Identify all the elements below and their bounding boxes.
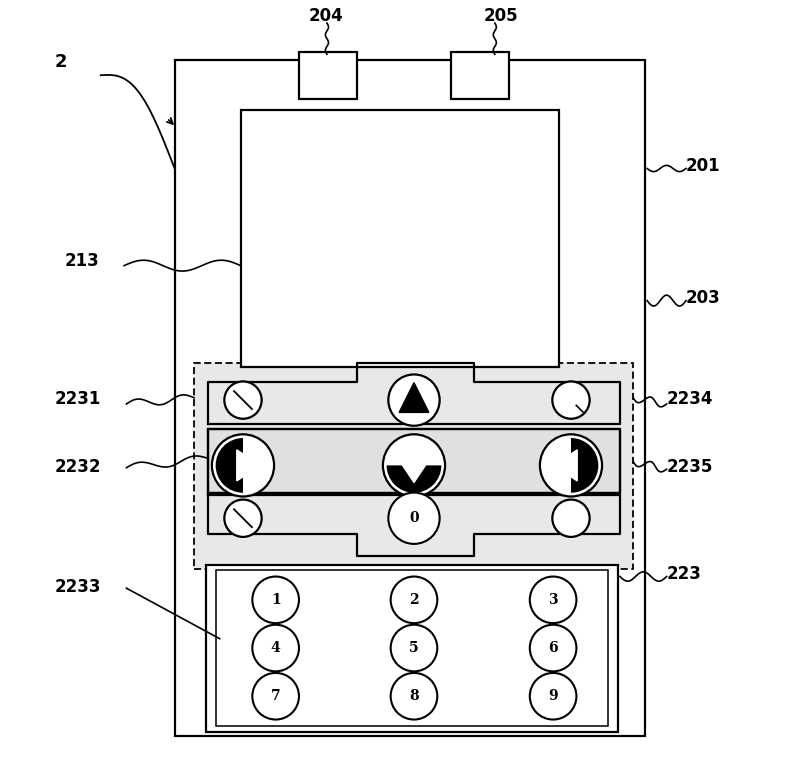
Bar bbox=[208, 429, 620, 494]
Circle shape bbox=[224, 381, 262, 419]
Circle shape bbox=[252, 576, 299, 623]
Text: 2232: 2232 bbox=[54, 458, 101, 476]
Bar bbox=[208, 429, 620, 494]
Text: 0: 0 bbox=[409, 511, 419, 525]
Text: 2: 2 bbox=[54, 54, 66, 72]
Text: 201: 201 bbox=[686, 157, 721, 175]
Polygon shape bbox=[398, 459, 430, 483]
Polygon shape bbox=[399, 383, 429, 413]
Circle shape bbox=[530, 576, 577, 623]
Wedge shape bbox=[216, 438, 243, 493]
Text: 213: 213 bbox=[64, 252, 99, 270]
Circle shape bbox=[383, 434, 445, 497]
Circle shape bbox=[540, 434, 602, 497]
Text: 9: 9 bbox=[548, 690, 558, 704]
Text: 5: 5 bbox=[409, 641, 419, 655]
Text: 2234: 2234 bbox=[666, 390, 713, 408]
Text: 1: 1 bbox=[270, 593, 281, 607]
Circle shape bbox=[212, 434, 274, 497]
Circle shape bbox=[390, 625, 438, 672]
Bar bbox=[206, 565, 618, 732]
Text: 203: 203 bbox=[686, 289, 721, 307]
Text: 205: 205 bbox=[483, 7, 518, 25]
Circle shape bbox=[388, 493, 440, 544]
Polygon shape bbox=[554, 450, 578, 481]
Bar bbox=[241, 110, 559, 367]
Circle shape bbox=[390, 673, 438, 719]
Bar bbox=[174, 60, 645, 736]
Text: 2231: 2231 bbox=[54, 390, 101, 408]
Bar bbox=[216, 570, 607, 725]
Text: 8: 8 bbox=[409, 690, 419, 704]
Wedge shape bbox=[571, 438, 598, 493]
Wedge shape bbox=[386, 466, 442, 493]
Circle shape bbox=[252, 673, 299, 719]
Text: 7: 7 bbox=[271, 690, 281, 704]
Bar bbox=[450, 52, 509, 98]
Circle shape bbox=[252, 625, 299, 672]
Text: 2: 2 bbox=[409, 593, 419, 607]
Text: 2233: 2233 bbox=[54, 578, 101, 596]
Circle shape bbox=[390, 576, 438, 623]
Text: 2235: 2235 bbox=[666, 458, 713, 476]
Text: 4: 4 bbox=[270, 641, 281, 655]
Circle shape bbox=[552, 381, 590, 419]
Circle shape bbox=[224, 499, 262, 537]
Polygon shape bbox=[237, 450, 260, 481]
Circle shape bbox=[530, 673, 577, 719]
Circle shape bbox=[388, 374, 440, 426]
Circle shape bbox=[552, 499, 590, 537]
Bar bbox=[194, 363, 633, 569]
Text: 3: 3 bbox=[548, 593, 558, 607]
Text: 223: 223 bbox=[666, 565, 702, 583]
Text: 204: 204 bbox=[309, 7, 344, 25]
Bar bbox=[299, 52, 358, 98]
Text: 6: 6 bbox=[548, 641, 558, 655]
Circle shape bbox=[530, 625, 577, 672]
